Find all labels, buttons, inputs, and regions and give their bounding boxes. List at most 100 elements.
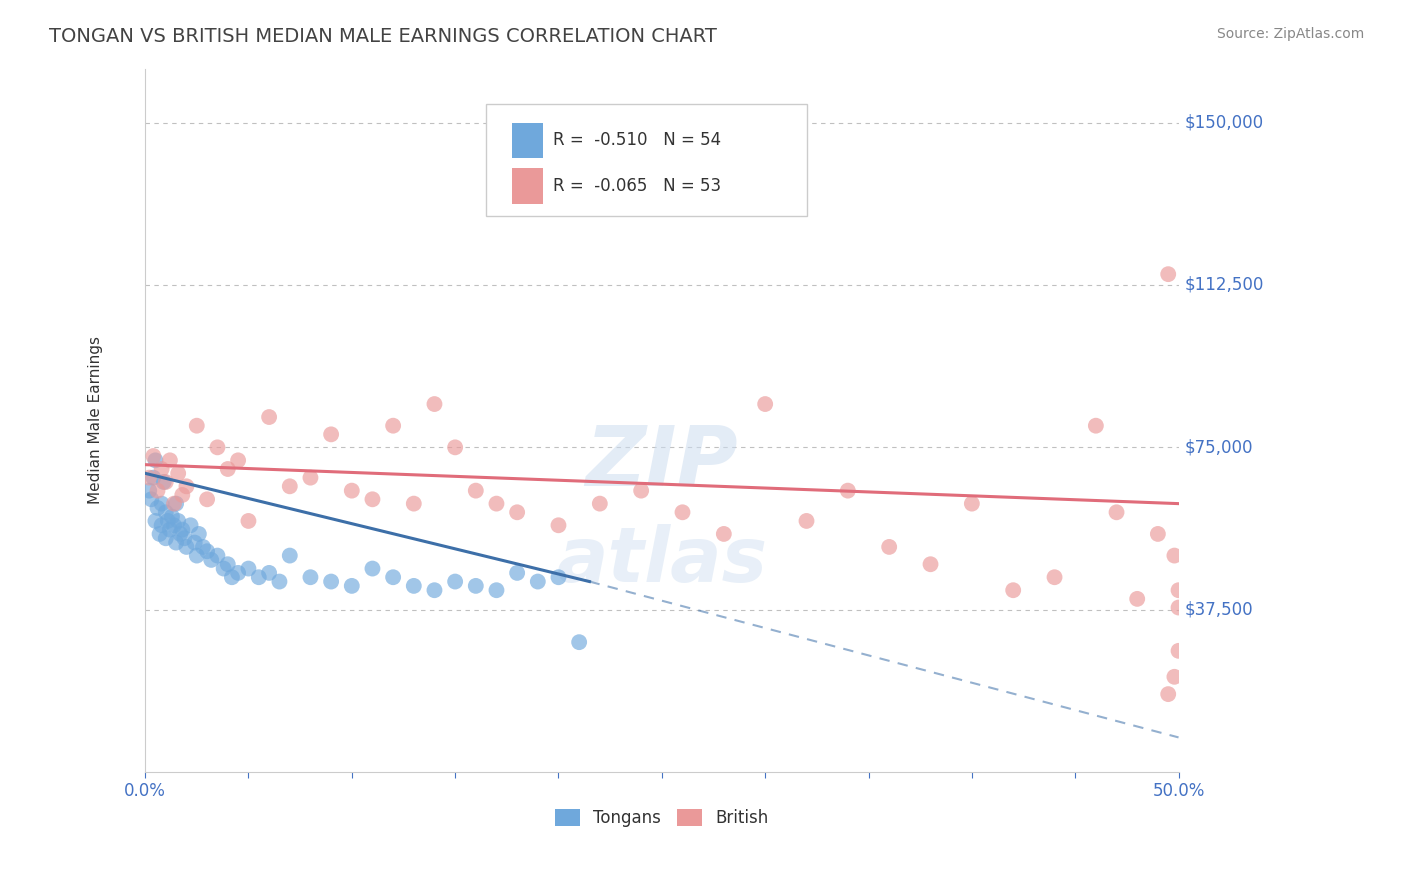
- Point: [238, 561, 260, 575]
- Point: [221, 570, 243, 584]
- Point: [138, 470, 160, 484]
- Point: [167, 467, 190, 481]
- Point: [1167, 644, 1189, 658]
- Point: [754, 397, 776, 411]
- Point: [150, 497, 173, 511]
- Point: [159, 453, 181, 467]
- Point: [1147, 527, 1170, 541]
- Point: [155, 531, 177, 545]
- Point: [796, 514, 818, 528]
- Point: [186, 418, 208, 433]
- Point: [506, 505, 529, 519]
- Point: [1157, 687, 1180, 701]
- Point: [152, 475, 174, 489]
- Text: $150,000: $150,000: [1185, 113, 1264, 132]
- Point: [485, 497, 508, 511]
- Point: [269, 574, 291, 589]
- Point: [180, 518, 202, 533]
- Point: [150, 462, 173, 476]
- Point: [238, 514, 260, 528]
- Point: [138, 483, 160, 498]
- Point: [299, 470, 322, 484]
- Point: [176, 479, 198, 493]
- Point: [423, 397, 446, 411]
- Point: [1163, 670, 1185, 684]
- Point: [163, 518, 186, 533]
- Point: [444, 574, 467, 589]
- Point: [1126, 591, 1149, 606]
- Point: [146, 483, 169, 498]
- Point: [671, 505, 693, 519]
- Point: [159, 523, 181, 537]
- Point: [1167, 583, 1189, 598]
- Point: [145, 453, 167, 467]
- Point: [172, 488, 194, 502]
- Point: [183, 535, 205, 549]
- Point: [464, 579, 486, 593]
- Point: [1105, 505, 1128, 519]
- Point: [1167, 600, 1189, 615]
- Text: atlas: atlas: [557, 524, 768, 598]
- Point: [1043, 570, 1066, 584]
- Point: [278, 549, 301, 563]
- Point: [217, 558, 239, 572]
- Point: [960, 497, 983, 511]
- Text: ZIP: ZIP: [585, 422, 738, 503]
- Point: [589, 497, 612, 511]
- Text: $37,500: $37,500: [1185, 600, 1253, 619]
- Point: [278, 479, 301, 493]
- Bar: [512, 169, 543, 203]
- Point: [148, 527, 170, 541]
- Point: [247, 570, 270, 584]
- Point: [1084, 418, 1107, 433]
- Text: $112,500: $112,500: [1185, 276, 1264, 294]
- Point: [226, 453, 249, 467]
- Point: [207, 441, 229, 455]
- Point: [506, 566, 529, 580]
- Point: [195, 544, 218, 558]
- Point: [1157, 267, 1180, 281]
- Point: [402, 497, 425, 511]
- Point: [142, 449, 165, 463]
- Point: [172, 523, 194, 537]
- Text: $75,000: $75,000: [1185, 438, 1253, 457]
- Point: [155, 505, 177, 519]
- Point: [1002, 583, 1025, 598]
- Point: [163, 497, 186, 511]
- Point: [423, 583, 446, 598]
- Point: [361, 492, 384, 507]
- Point: [877, 540, 900, 554]
- Point: [402, 579, 425, 593]
- Point: [321, 574, 343, 589]
- FancyBboxPatch shape: [486, 103, 807, 216]
- Point: [464, 483, 486, 498]
- Point: [145, 514, 167, 528]
- Point: [1163, 549, 1185, 563]
- Point: [212, 561, 235, 575]
- Point: [568, 635, 591, 649]
- Point: [176, 540, 198, 554]
- Point: [195, 492, 218, 507]
- Point: [382, 570, 405, 584]
- Text: TONGAN VS BRITISH MEDIAN MALE EARNINGS CORRELATION CHART: TONGAN VS BRITISH MEDIAN MALE EARNINGS C…: [49, 27, 717, 45]
- Text: Median Male Earnings: Median Male Earnings: [89, 336, 103, 504]
- Point: [141, 492, 163, 507]
- Point: [217, 462, 239, 476]
- Point: [321, 427, 343, 442]
- Point: [155, 475, 177, 489]
- Point: [340, 579, 363, 593]
- Text: Source: ZipAtlas.com: Source: ZipAtlas.com: [1216, 27, 1364, 41]
- Point: [547, 570, 569, 584]
- Point: [165, 535, 187, 549]
- Point: [142, 470, 165, 484]
- Point: [167, 514, 190, 528]
- Text: R =  -0.065   N = 53: R = -0.065 N = 53: [554, 177, 721, 195]
- Point: [207, 549, 229, 563]
- Bar: [512, 123, 543, 158]
- Point: [257, 410, 280, 425]
- Point: [485, 583, 508, 598]
- Point: [257, 566, 280, 580]
- Point: [340, 483, 363, 498]
- Point: [299, 570, 322, 584]
- Point: [165, 497, 187, 511]
